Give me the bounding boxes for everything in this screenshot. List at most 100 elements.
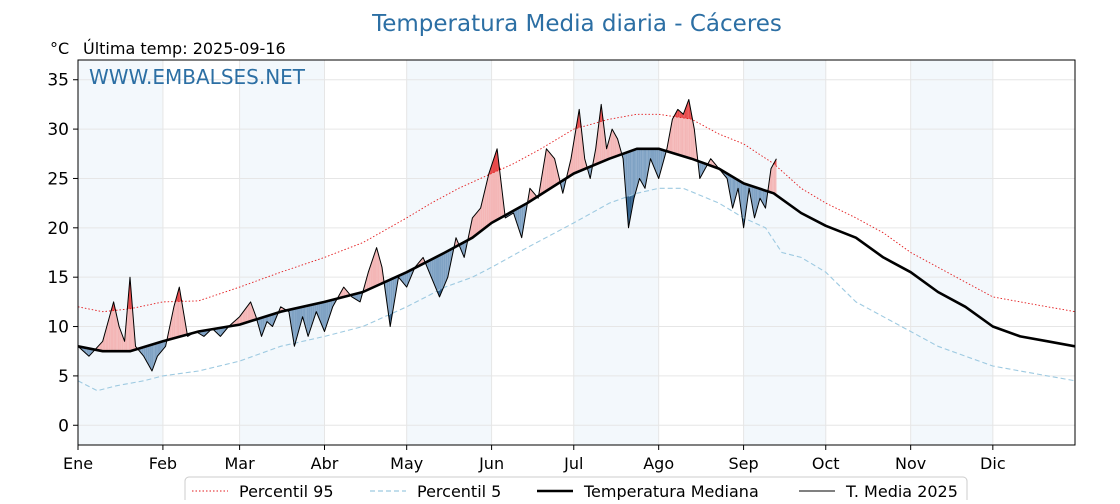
anomaly-above-fill xyxy=(176,291,178,338)
anomaly-above-fill xyxy=(681,113,684,157)
anomaly-above-fill xyxy=(114,308,117,352)
anomaly-below-fill xyxy=(271,314,273,327)
y-tick-label: 15 xyxy=(47,268,69,288)
month-band xyxy=(910,60,993,445)
extreme-high-fill xyxy=(677,109,680,118)
anomaly-above-fill xyxy=(692,121,695,160)
anomaly-below-fill xyxy=(640,148,643,184)
anomaly-below-fill xyxy=(268,315,270,325)
anomaly-above-fill xyxy=(677,109,680,156)
anomaly-above-fill xyxy=(550,153,553,189)
anomaly-below-fill xyxy=(88,348,93,357)
anomaly-below-fill xyxy=(153,343,155,368)
anomaly-below-fill xyxy=(386,280,389,312)
x-tick-label: Jun xyxy=(478,454,504,473)
anomaly-below-fill xyxy=(439,254,442,297)
anomaly-below-fill xyxy=(261,317,263,337)
anomaly-below-fill xyxy=(699,161,702,179)
anomaly-below-fill xyxy=(660,149,663,172)
x-tick-label: Feb xyxy=(149,454,177,473)
anomaly-below-fill xyxy=(445,251,448,283)
anomaly-above-fill xyxy=(675,111,677,155)
anomaly-above-fill xyxy=(113,301,115,352)
y-tick-label: 30 xyxy=(47,120,69,140)
temp-2025-line xyxy=(78,99,777,372)
anomaly-below-fill xyxy=(638,148,640,184)
y-tick-label: 0 xyxy=(58,416,69,436)
anomaly-below-fill xyxy=(755,187,758,214)
anomaly-above-fill xyxy=(694,129,696,161)
y-tick-label: 35 xyxy=(47,71,69,91)
x-tick-label: Sep xyxy=(729,454,759,473)
anomaly-below-fill xyxy=(761,189,763,204)
anomaly-below-fill xyxy=(515,208,518,226)
anomaly-below-fill xyxy=(330,299,333,313)
anomaly-above-fill xyxy=(581,134,584,171)
extreme-high-fill xyxy=(687,99,689,119)
anomaly-above-fill xyxy=(679,110,681,156)
anomaly-above-fill xyxy=(571,146,574,176)
anomaly-below-fill xyxy=(145,345,148,364)
anomaly-below-fill xyxy=(644,148,647,189)
anomaly-below-fill xyxy=(746,184,748,209)
anomaly-above-fill xyxy=(340,287,344,298)
anomaly-above-fill xyxy=(773,161,776,195)
anomaly-above-fill xyxy=(120,330,122,352)
anomaly-above-fill xyxy=(117,320,120,352)
anomaly-below-fill xyxy=(431,258,434,283)
anomaly-above-fill xyxy=(542,161,545,194)
anomaly-above-fill xyxy=(691,114,693,160)
anomaly-above-fill xyxy=(173,301,176,339)
x-tick-label: Ago xyxy=(643,454,674,473)
median-line xyxy=(78,147,1075,353)
anomaly-below-fill xyxy=(760,188,762,201)
anomaly-above-fill xyxy=(372,253,375,288)
anomaly-above-fill xyxy=(374,247,377,287)
anomaly-above-fill xyxy=(610,129,613,159)
grid-lines xyxy=(77,60,1075,445)
anomaly-above-fill xyxy=(501,183,504,218)
anomaly-above-fill xyxy=(613,131,615,158)
anomaly-below-fill xyxy=(154,343,157,364)
anomaly-below-fill xyxy=(728,174,730,194)
anomaly-above-fill xyxy=(250,301,252,322)
anomaly-above-fill xyxy=(690,106,692,159)
anomaly-below-fill xyxy=(701,162,703,176)
anomaly-above-fill xyxy=(670,119,673,153)
anomaly-above-fill xyxy=(772,163,774,194)
anomaly-above-fill xyxy=(474,213,477,237)
month-bands xyxy=(78,60,993,445)
legend-label-p5: Percentil 5 xyxy=(417,482,501,500)
anomaly-above-fill xyxy=(476,210,479,235)
month-band xyxy=(743,60,826,445)
legend: Percentil 95 Percentil 5 Temperatura Med… xyxy=(184,476,968,504)
y-tick-label: 25 xyxy=(47,169,69,189)
anomaly-above-fill xyxy=(247,301,251,322)
anomaly-below-fill xyxy=(650,148,653,164)
legend-box xyxy=(184,476,968,504)
anomaly-above-fill xyxy=(684,106,687,158)
anomaly-above-fill xyxy=(472,215,475,238)
anomaly-above-fill xyxy=(370,259,373,289)
anomaly-above-fill xyxy=(245,305,248,323)
anomaly-below-fill xyxy=(632,149,635,206)
anomaly-below-fill xyxy=(636,148,639,189)
anomaly-above-fill xyxy=(575,121,578,173)
anomaly-above-fill xyxy=(376,247,378,286)
anomaly-below-fill xyxy=(258,318,261,332)
anomaly-above-fill xyxy=(612,129,614,158)
anomaly-below-fill xyxy=(394,276,397,302)
anomaly-above-fill xyxy=(482,190,485,230)
anomaly-below-fill xyxy=(314,303,317,318)
anomaly-below-fill xyxy=(441,253,444,292)
y-axis: 0 5 10 15 20 25 30 35 xyxy=(47,71,78,436)
extreme-high-fill xyxy=(492,155,496,173)
legend-label-2025: T. Media 2025 xyxy=(845,482,958,500)
anomaly-above-fill xyxy=(490,161,493,224)
anomaly-above-fill xyxy=(488,167,491,225)
chart-title: Temperatura Media diaria - Cáceres xyxy=(371,11,782,37)
anomaly-below-fill xyxy=(316,303,319,317)
anomaly-above-fill xyxy=(102,331,106,352)
anomaly-below-fill xyxy=(743,183,745,228)
